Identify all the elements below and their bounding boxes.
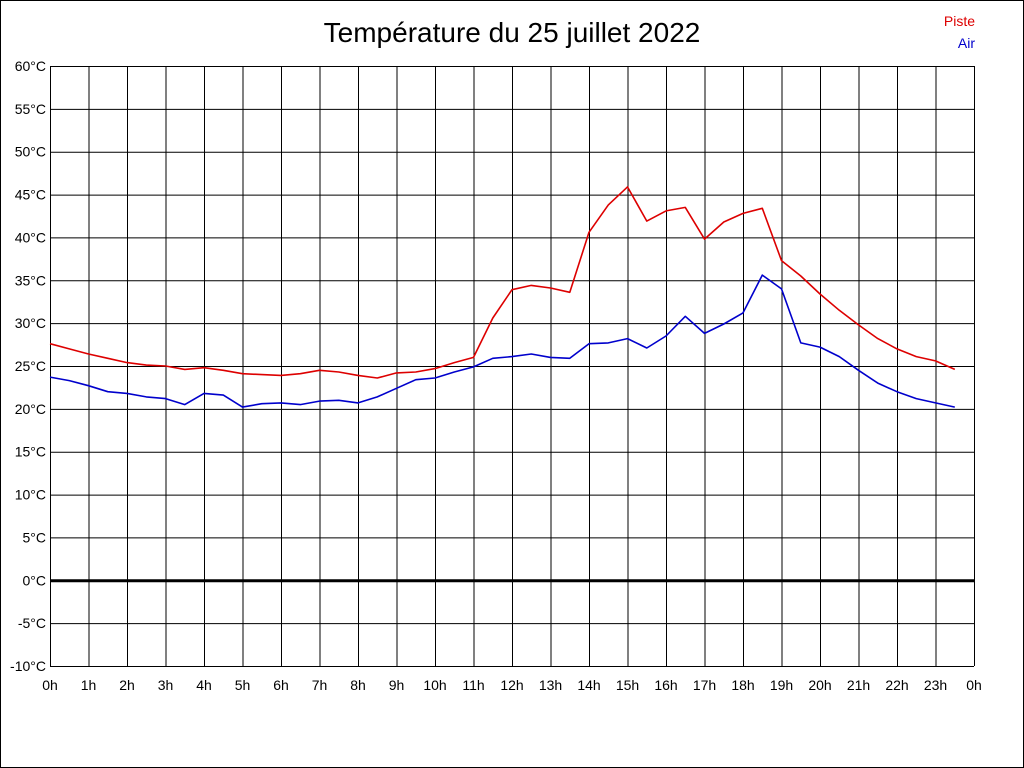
- y-tick-label: 60°C: [15, 58, 46, 74]
- x-tick-label: 19h: [770, 677, 793, 693]
- x-tick-label: 4h: [196, 677, 212, 693]
- series-line-piste: [49, 186, 956, 379]
- series-lines: [49, 186, 956, 408]
- y-tick-label: 45°C: [15, 187, 46, 203]
- grid: [50, 66, 975, 667]
- x-tick-label: 0h: [42, 677, 58, 693]
- x-tick-label: 1h: [81, 677, 97, 693]
- legend-entry-air: Air: [958, 35, 975, 51]
- x-tick-label: 17h: [693, 677, 716, 693]
- x-tick-label: 0h: [966, 677, 982, 693]
- x-tick-label: 8h: [350, 677, 366, 693]
- x-tick-label: 15h: [616, 677, 639, 693]
- y-tick-label: -5°C: [18, 615, 46, 631]
- y-tick-label: 35°C: [15, 272, 46, 288]
- x-axis-tick-labels: 0h 1h 2h 3h 4h 5h 6h 7h 8h 9h 10h 11h 12h 13h 14h 15h 16…: [42, 677, 982, 693]
- x-tick-label: 9h: [389, 677, 405, 693]
- y-tick-label: 15°C: [15, 444, 46, 460]
- x-tick-label: 18h: [731, 677, 754, 693]
- y-tick-label: 10°C: [15, 487, 46, 503]
- series-line-air: [49, 274, 955, 408]
- x-tick-label: 23h: [924, 677, 947, 693]
- legend-entry-piste: Piste: [944, 13, 975, 29]
- y-tick-label: 5°C: [23, 529, 47, 545]
- chart-title: Température du 25 juillet 2022: [323, 17, 701, 48]
- y-tick-label: 50°C: [15, 144, 46, 160]
- x-tick-label: 10h: [423, 677, 446, 693]
- x-tick-label: 7h: [312, 677, 328, 693]
- x-tick-label: 3h: [158, 677, 174, 693]
- legend: Piste Air: [944, 13, 975, 51]
- y-tick-label: -10°C: [10, 658, 46, 674]
- x-tick-label: 14h: [577, 677, 600, 693]
- x-tick-label: 12h: [500, 677, 523, 693]
- y-tick-label: 55°C: [15, 101, 46, 117]
- y-tick-label: 20°C: [15, 401, 46, 417]
- y-tick-label: 40°C: [15, 229, 46, 245]
- x-tick-label: 21h: [847, 677, 870, 693]
- x-tick-label: 13h: [539, 677, 562, 693]
- x-tick-label: 20h: [808, 677, 831, 693]
- x-tick-label: 22h: [885, 677, 908, 693]
- x-tick-label: 6h: [273, 677, 289, 693]
- y-axis-tick-labels: 60°C 55°C 50°C 45°C 40°C 35°C 30°C 25°C 20°C 15°C…: [10, 58, 46, 674]
- x-tick-label: 2h: [119, 677, 135, 693]
- y-tick-label: 30°C: [15, 315, 46, 331]
- y-tick-label: 25°C: [15, 358, 46, 374]
- x-tick-label: 16h: [654, 677, 677, 693]
- y-tick-label: 0°C: [23, 572, 47, 588]
- x-tick-label: 5h: [235, 677, 251, 693]
- x-tick-label: 11h: [462, 677, 484, 693]
